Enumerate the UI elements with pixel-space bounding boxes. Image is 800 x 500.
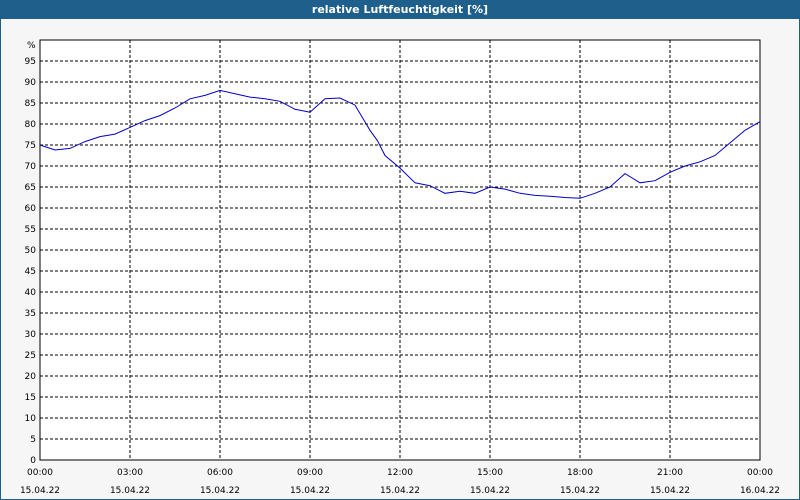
y-tick-label: 10 bbox=[25, 414, 37, 424]
series-line bbox=[39, 89, 760, 199]
y-tick-label: 0 bbox=[30, 456, 36, 466]
y-tick-label: 70 bbox=[25, 162, 37, 172]
chart-title: relative Luftfeuchtigkeit [%] bbox=[1, 1, 799, 19]
x-tick-label-date: 15.04.22 bbox=[470, 486, 510, 496]
x-tick-label-date: 15.04.22 bbox=[290, 486, 330, 496]
x-tick-label-time: 00:00 bbox=[27, 468, 53, 478]
y-tick-label: 45 bbox=[25, 267, 36, 277]
y-tick-label: 25 bbox=[25, 351, 36, 361]
x-tick-labels: 00:00 15.04.22 03:00 15.04.22 06:00 15.04.22 0… bbox=[20, 468, 780, 496]
x-tick-label-date: 15.04.22 bbox=[380, 486, 420, 496]
y-tick-label: 30 bbox=[25, 330, 37, 340]
x-tick-label-time: 21:00 bbox=[657, 468, 683, 478]
x-tick-label-time: 03:00 bbox=[117, 468, 143, 478]
x-tick-label-date: 15.04.22 bbox=[560, 486, 600, 496]
y-tick-label: 15 bbox=[25, 393, 36, 403]
x-tick-label-time: 18:00 bbox=[567, 468, 593, 478]
y-tick-label: 5 bbox=[30, 435, 36, 445]
x-tick-label-time: 15:00 bbox=[477, 468, 503, 478]
y-tick-label: 75 bbox=[25, 141, 36, 151]
x-tick-label-time: 00:00 bbox=[747, 468, 773, 478]
y-tick-label: 50 bbox=[25, 246, 37, 256]
y-tick-label: 80 bbox=[25, 120, 37, 130]
x-tick-label-date: 15.04.22 bbox=[200, 486, 240, 496]
y-tick-label: 20 bbox=[25, 372, 37, 382]
y-tick-label: 95 bbox=[25, 57, 36, 67]
y-tick-label: 85 bbox=[25, 99, 36, 109]
x-tick-label-date: 15.04.22 bbox=[110, 486, 150, 496]
y-tick-label: 90 bbox=[25, 78, 37, 88]
x-tick-label-date: 16.04.22 bbox=[740, 486, 780, 496]
y-tick-label: 55 bbox=[25, 225, 36, 235]
grid bbox=[40, 40, 760, 460]
y-tick-label: 60 bbox=[25, 204, 37, 214]
y-axis-unit-label: % bbox=[27, 41, 36, 51]
x-tick-label-date: 15.04.22 bbox=[650, 486, 690, 496]
x-tick-label-time: 06:00 bbox=[207, 468, 233, 478]
y-tick-label: 65 bbox=[25, 183, 36, 193]
x-tick-label-date: 15.04.22 bbox=[20, 486, 60, 496]
x-tick-label-time: 09:00 bbox=[297, 468, 323, 478]
x-tick-label-time: 12:00 bbox=[387, 468, 413, 478]
y-tick-labels: 0 5 10 15 20 25 30 35 40 45 50 55 60 65 70 75 80 85 90 95 bbox=[25, 57, 37, 466]
y-tick-label: 35 bbox=[25, 309, 36, 319]
y-tick-label: 40 bbox=[25, 288, 37, 298]
